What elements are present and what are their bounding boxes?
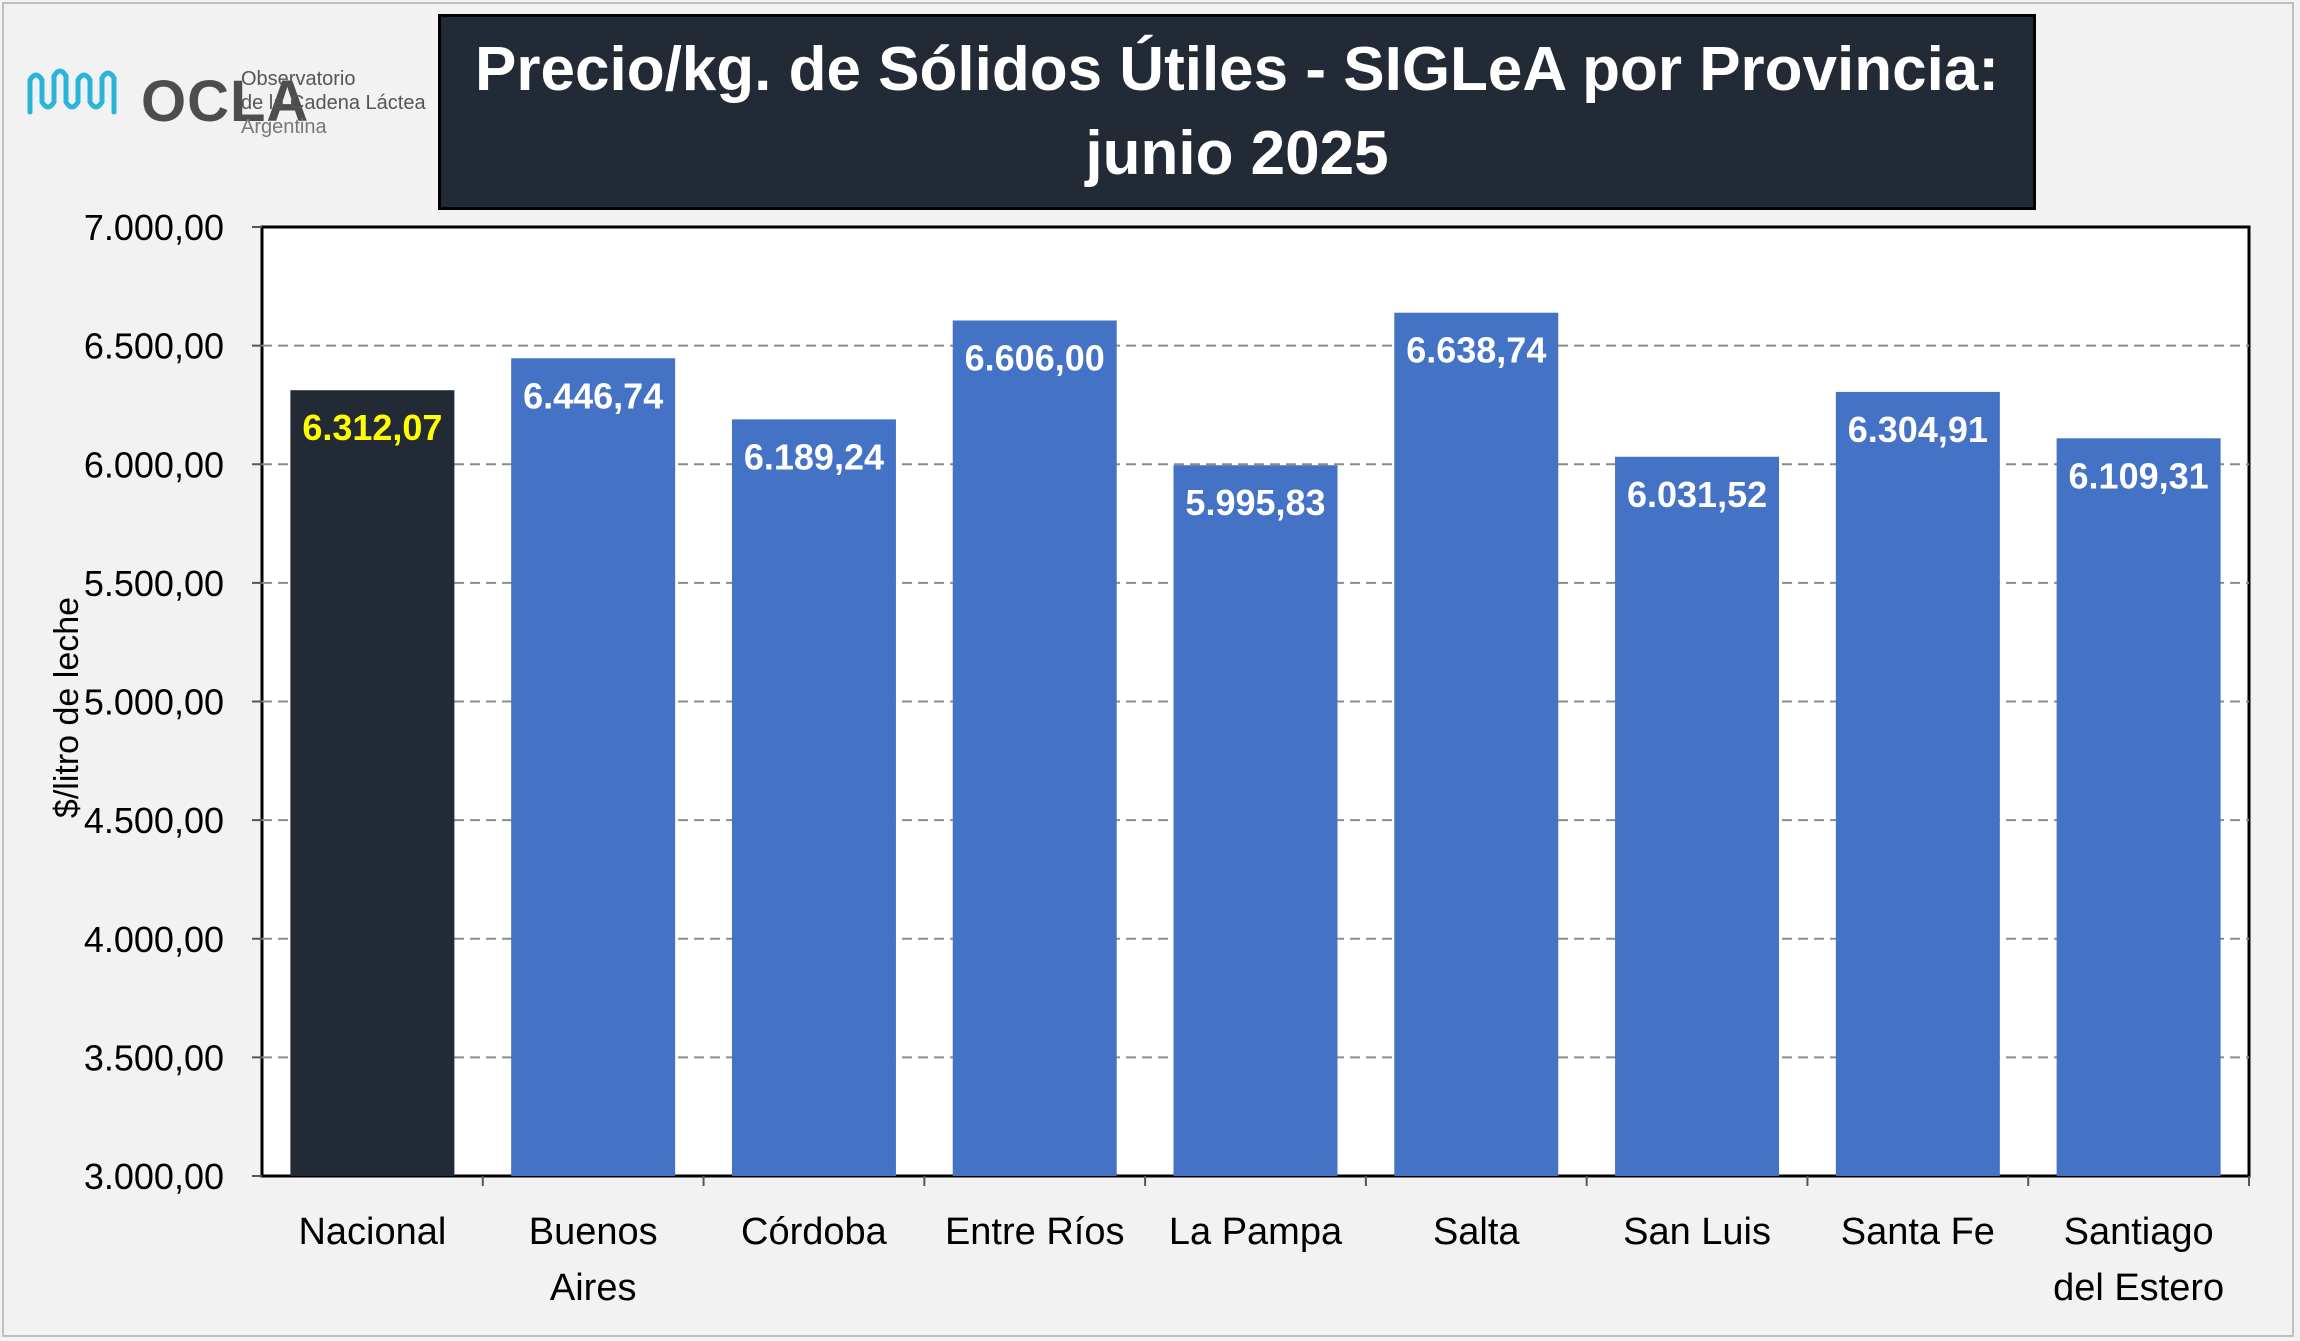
x-tick-label: Buenos Aires <box>529 1211 658 1309</box>
y-tick-label: 3.500,00 <box>84 1037 224 1078</box>
bar-value-label: 6.638,74 <box>1406 330 1546 371</box>
y-tick-label: 6.000,00 <box>84 444 224 485</box>
y-tick-label: 4.000,00 <box>84 919 224 960</box>
y-tick-label: 6.500,00 <box>84 326 224 367</box>
x-tick-label: Córdoba <box>741 1211 888 1253</box>
bar-value-label: 6.304,91 <box>1848 409 1988 450</box>
milk-wave-icon <box>27 68 117 115</box>
bar-value-label: 6.312,07 <box>302 407 442 448</box>
bar <box>1173 465 1338 1176</box>
bar-value-label: 6.109,31 <box>2069 455 2209 496</box>
chart-title: Precio/kg. de Sólidos Útiles - SIGLeA po… <box>475 35 1999 188</box>
y-tick-label: 3.000,00 <box>84 1156 224 1197</box>
chart-title-box: Precio/kg. de Sólidos Útiles - SIGLeA po… <box>438 14 2036 210</box>
logo-line-2: de la Cadena Láctea <box>241 92 426 114</box>
bar <box>290 390 455 1176</box>
bar <box>2056 438 2221 1177</box>
ocla-logo: OCLA Observatorio de la Cadena Láctea Ar… <box>26 62 446 152</box>
x-tick-label: Nacional <box>298 1211 446 1253</box>
bar-value-label: 6.606,00 <box>965 337 1105 378</box>
bar <box>1394 312 1559 1176</box>
y-tick-label: 5.500,00 <box>84 563 224 604</box>
bar <box>952 320 1117 1176</box>
y-tick-label: 4.500,00 <box>84 800 224 841</box>
bar-value-label: 6.446,74 <box>523 375 663 416</box>
bar-value-label: 5.995,83 <box>1185 482 1325 523</box>
y-axis-label: $/litro de leche <box>48 597 86 818</box>
x-tick-label: La Pampa <box>1169 1211 1343 1253</box>
x-tick-label: Santa Fe <box>1841 1211 1995 1253</box>
x-tick-label: Salta <box>1433 1211 1520 1253</box>
logo-line-1: Observatorio <box>241 68 356 90</box>
x-tick-label: Santiago del Estero <box>2053 1211 2224 1309</box>
logo-wordmark: OCLA <box>141 69 310 134</box>
y-tick-label: 7.000,00 <box>84 207 224 248</box>
bar <box>1835 391 2000 1176</box>
x-tick-label: San Luis <box>1623 1211 1771 1253</box>
bar-value-label: 6.189,24 <box>744 436 884 477</box>
bar <box>511 358 676 1176</box>
bar <box>731 419 896 1177</box>
logo-line-3: Argentina <box>241 116 327 138</box>
y-tick-label: 5.000,00 <box>84 682 224 723</box>
bar-value-label: 6.031,52 <box>1627 474 1767 515</box>
x-tick-label: Entre Ríos <box>945 1211 1125 1253</box>
bar <box>1615 456 1780 1177</box>
